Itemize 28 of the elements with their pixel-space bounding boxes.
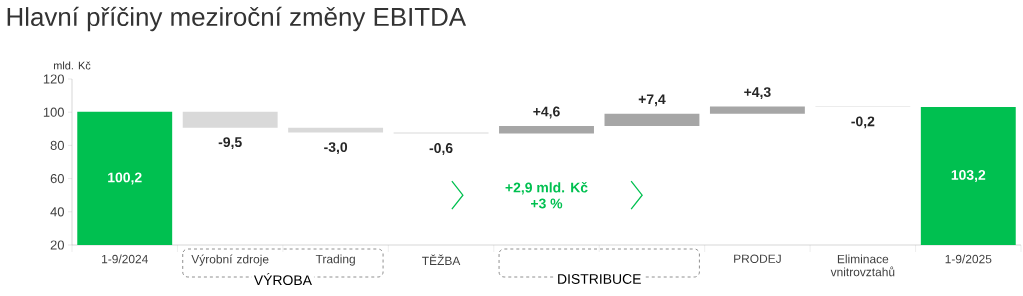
text: VÝROBA: [253, 272, 312, 286]
y-tick-label: 60: [50, 174, 64, 184]
annotation: +3 %: [531, 198, 563, 209]
y-axis-title: mld. Kč: [53, 61, 91, 70]
x-tick-label: Výrobní zdroje: [191, 254, 269, 266]
chart-title: Hlavní příčiny meziroční změny EBITDA: [7, 6, 467, 32]
text: DISTRIBUCE: [558, 274, 641, 284]
data-label: -0,2: [851, 116, 875, 129]
data-label: -9,5: [218, 137, 242, 150]
data-label: 103,2: [951, 169, 986, 182]
data-label: +4,3: [744, 87, 771, 100]
y-tick-label: 120: [43, 74, 64, 84]
y-tick-label: 100: [43, 107, 64, 117]
data-label: +7,4: [638, 94, 666, 107]
annotation: +2,9 mld. Kč: [505, 181, 588, 195]
y-tick-label: 40: [50, 207, 64, 217]
x-tick-label: Trading: [315, 254, 355, 266]
x-tick-label: Eliminace vnitrovztahů: [830, 254, 895, 277]
x-tick-label: TĚŽBA: [422, 254, 461, 265]
x-tick-label: PRODEJ: [734, 254, 781, 263]
data-label: -3,0: [324, 142, 348, 155]
y-tick-label: 80: [50, 140, 64, 150]
y-tick-label: 20: [50, 240, 64, 250]
x-tick-label: 1-9/2025: [945, 254, 992, 264]
data-label: 100,2: [108, 172, 142, 185]
data-label: +4,6: [533, 106, 560, 119]
data-label: -0,6: [429, 143, 453, 156]
x-tick-label: 1-9/2024: [102, 254, 148, 264]
